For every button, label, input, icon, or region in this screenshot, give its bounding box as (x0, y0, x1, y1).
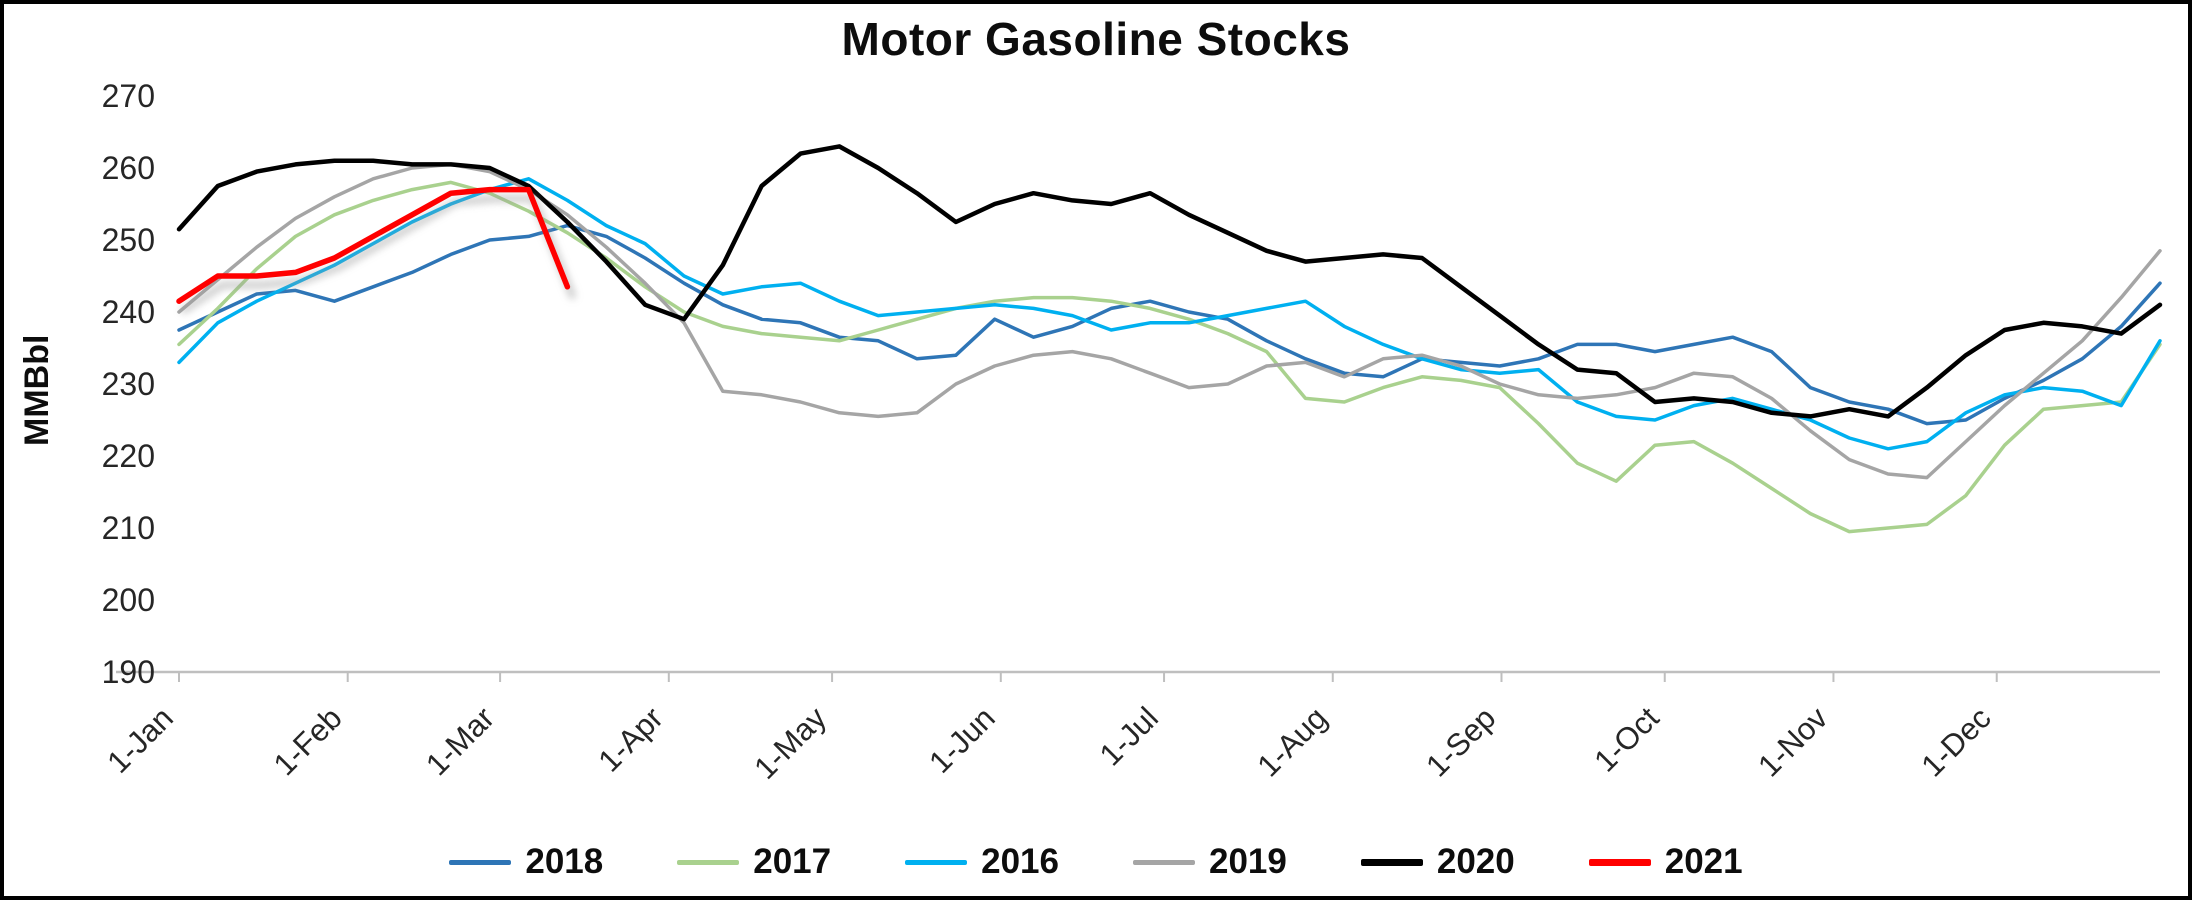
legend-item-2021: 2021 (1588, 842, 1743, 882)
chart-legend: 2018 2017 2016 2019 2020 2021 (4, 842, 2188, 882)
legend-item-2017: 2017 (677, 842, 831, 882)
y-tick-label: 250 (102, 222, 155, 258)
series-line-2017 (177, 180, 2162, 534)
y-tick-label: 270 (102, 78, 155, 114)
series-line-2018 (177, 223, 2162, 426)
legend-swatch-2021 (1588, 858, 1651, 866)
x-tick-label: 1-Aug (1250, 700, 1333, 783)
x-tick-label: 1-Jan (100, 700, 180, 780)
legend-swatch-2016 (905, 859, 968, 865)
x-tick-label: 1-Jun (922, 700, 1002, 780)
legend-label-2019: 2019 (1209, 842, 1287, 881)
legend-swatch-2020 (1360, 858, 1423, 866)
y-tick-label: 260 (102, 150, 155, 186)
legend-label-2020: 2020 (1436, 842, 1515, 881)
legend-label-2018: 2018 (525, 842, 604, 881)
chart-title: Motor Gasoline Stocks (841, 13, 1351, 65)
y-tick-label: 240 (102, 294, 155, 330)
legend-swatch-2019 (1133, 859, 1195, 865)
series-shadow-2021 (180, 195, 576, 314)
x-tick-label: 1-Mar (419, 700, 501, 782)
legend-swatch-2018 (449, 859, 512, 865)
x-tick-label: 1-Jul (1093, 700, 1165, 772)
y-tick-label: 230 (102, 366, 155, 402)
legend-label-2017: 2017 (753, 842, 832, 881)
x-tick-label: 1-May (747, 700, 833, 786)
legend-item-2016: 2016 (905, 842, 1059, 882)
y-tick-label: 210 (102, 510, 155, 546)
series-line-2021 (176, 186, 571, 304)
series-line-2020 (176, 144, 2163, 419)
y-tick-label: 200 (102, 582, 155, 618)
x-tick-label: 1-Feb (267, 700, 349, 782)
line-chart: 190 200 210 220 230 240 250 260 270 1-Jan 1-Feb 1-M… (100, 78, 2163, 786)
x-tick-label: 1-Oct (1587, 700, 1666, 779)
y-tick-label: 220 (102, 438, 155, 474)
x-tick-label: 1-Nov (1751, 700, 1835, 784)
legend-swatch-2017 (677, 859, 740, 865)
legend-label-2021: 2021 (1664, 842, 1743, 881)
legend-item-2019: 2019 (1133, 842, 1287, 882)
x-tick-label: 1-Apr (591, 700, 669, 778)
series-line-2016 (177, 177, 2162, 451)
x-tick-label: 1-Dec (1914, 700, 1997, 783)
y-tick-label: 190 (102, 654, 155, 690)
legend-item-2020: 2020 (1360, 842, 1515, 882)
series-line-2019 (177, 162, 2162, 480)
legend-item-2018: 2018 (449, 842, 603, 882)
legend-label-2016: 2016 (981, 842, 1059, 881)
x-tick-label: 1-Sep (1419, 700, 1502, 783)
